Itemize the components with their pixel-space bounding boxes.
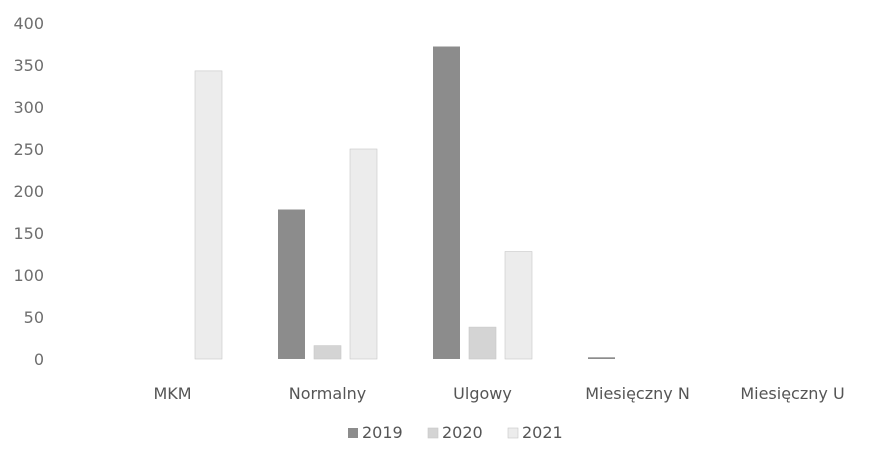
y-tick-label: 0 (34, 350, 44, 369)
legend-label-2020: 2020 (442, 423, 483, 442)
y-tick-label: 150 (13, 224, 44, 243)
legend-label-2019: 2019 (362, 423, 403, 442)
bar-2020-normalny (313, 345, 342, 360)
y-tick-label: 350 (13, 56, 44, 75)
x-category-label: Ulgowy (453, 384, 512, 403)
legend-swatch-2019 (348, 428, 358, 438)
y-tick-label: 50 (24, 308, 44, 327)
y-tick-label: 300 (13, 98, 44, 117)
legend-swatch-2021 (507, 427, 519, 439)
y-tick-label: 200 (13, 182, 44, 201)
x-category-label: Miesięczny N (585, 384, 690, 403)
bar-2021-normalny (349, 148, 378, 360)
bar-2021-mkm (194, 70, 223, 360)
y-tick-label: 400 (13, 14, 44, 33)
legend-label-2021: 2021 (522, 423, 563, 442)
x-category-label: MKM (153, 384, 191, 403)
bar-2019-miesięczny-n (588, 357, 615, 359)
bar-2019-normalny (278, 209, 305, 359)
legend-swatch-2020 (427, 427, 439, 439)
bar-2019-ulgowy (433, 46, 460, 359)
x-category-label: Normalny (289, 384, 367, 403)
bar-2020-ulgowy (468, 326, 497, 360)
x-category-label: Miesięczny U (740, 384, 844, 403)
bar-2021-ulgowy (504, 251, 533, 360)
y-tick-label: 250 (13, 140, 44, 159)
y-tick-label: 100 (13, 266, 44, 285)
